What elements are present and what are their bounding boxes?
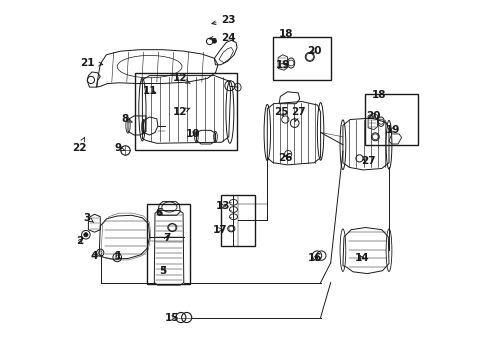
Text: 19: 19 bbox=[275, 60, 290, 70]
Text: 22: 22 bbox=[72, 137, 87, 153]
Text: 7: 7 bbox=[163, 233, 170, 243]
Text: 16: 16 bbox=[308, 253, 322, 264]
Text: 8: 8 bbox=[122, 114, 132, 124]
Text: 3: 3 bbox=[84, 213, 94, 223]
Text: 9: 9 bbox=[115, 143, 125, 153]
Text: 20: 20 bbox=[307, 46, 321, 56]
Text: 27: 27 bbox=[361, 156, 375, 166]
Text: 17: 17 bbox=[213, 225, 228, 235]
Text: 23: 23 bbox=[212, 15, 236, 25]
Text: 1: 1 bbox=[115, 251, 122, 261]
Bar bbox=[220, 195, 255, 246]
Text: 12: 12 bbox=[173, 73, 190, 84]
Text: 13: 13 bbox=[216, 201, 230, 211]
Bar bbox=[273, 37, 331, 80]
Text: 6: 6 bbox=[156, 208, 163, 218]
Text: 25: 25 bbox=[274, 107, 288, 117]
Circle shape bbox=[84, 233, 88, 237]
Text: 24: 24 bbox=[209, 33, 236, 43]
Text: 14: 14 bbox=[355, 253, 369, 264]
Text: 20: 20 bbox=[366, 111, 380, 121]
Text: 11: 11 bbox=[143, 86, 157, 96]
Text: 26: 26 bbox=[278, 153, 293, 163]
Text: 4: 4 bbox=[91, 251, 98, 261]
Bar bbox=[365, 94, 418, 145]
Text: 15: 15 bbox=[165, 312, 179, 323]
Bar bbox=[135, 73, 237, 150]
Circle shape bbox=[212, 39, 217, 43]
Text: 19: 19 bbox=[386, 125, 400, 135]
Text: 5: 5 bbox=[159, 266, 167, 276]
Text: 10: 10 bbox=[186, 129, 200, 139]
Text: 18: 18 bbox=[279, 29, 294, 39]
Text: 18: 18 bbox=[372, 90, 386, 100]
Text: 2: 2 bbox=[76, 236, 84, 246]
Text: 12: 12 bbox=[173, 107, 190, 117]
Bar bbox=[147, 204, 190, 284]
Text: 21: 21 bbox=[80, 58, 103, 68]
Text: 27: 27 bbox=[291, 107, 306, 122]
